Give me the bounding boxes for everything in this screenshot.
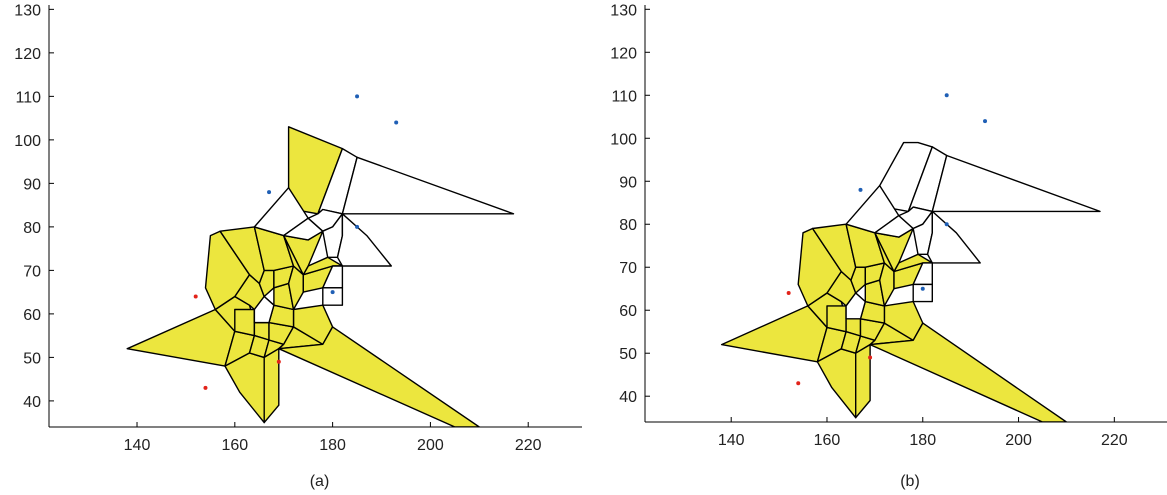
y-tick-label: 120	[14, 46, 41, 63]
y-tick-label: 130	[610, 2, 637, 19]
x-tick-label: 180	[319, 437, 346, 454]
filled-cell-3	[826, 305, 847, 333]
red-point	[796, 381, 801, 386]
y-tick-label: 80	[619, 217, 637, 234]
x-tick-label: 140	[718, 432, 745, 449]
empty-cell-37	[253, 295, 275, 324]
empty-cell-29	[931, 154, 1101, 213]
filled-cell-3	[234, 308, 256, 337]
blue-point	[858, 187, 863, 192]
red-point	[193, 294, 198, 299]
blue-point	[267, 190, 272, 195]
red-point	[276, 359, 281, 364]
voronoi-cells	[720, 141, 1101, 422]
y-tick-label: 100	[14, 133, 41, 150]
blue-point	[944, 222, 949, 227]
blue-point	[355, 94, 360, 99]
y-tick-label: 90	[619, 174, 637, 191]
y-tick-label: 60	[23, 307, 41, 324]
filled-cell-4	[816, 348, 857, 419]
blue-point	[983, 119, 988, 124]
y-tick-label: 120	[610, 45, 637, 62]
y-tick-label: 110	[611, 88, 637, 105]
y-tick-label: 40	[619, 389, 637, 406]
blue-point	[920, 286, 925, 291]
y-tick-label: 90	[23, 176, 41, 193]
y-tick-label: 50	[23, 350, 41, 367]
filled-cell-4	[224, 352, 265, 424]
red-point	[786, 291, 791, 296]
x-tick-label: 200	[417, 437, 444, 454]
y-tick-label: 70	[23, 263, 41, 280]
empty-cell-36	[322, 287, 344, 306]
y-tick-label: 70	[619, 260, 637, 277]
empty-cell-29	[341, 156, 515, 215]
filled-cell-12	[278, 326, 480, 427]
filled-cell-0	[720, 305, 828, 363]
x-tick-label: 220	[1101, 432, 1128, 449]
red-point	[868, 355, 873, 360]
blue-point	[355, 224, 360, 229]
panel-label: (b)	[900, 473, 920, 490]
voronoi-cells	[126, 126, 515, 427]
y-tick-label: 80	[23, 220, 41, 237]
filled-cell-11	[855, 343, 871, 419]
x-tick-label: 180	[909, 432, 936, 449]
filled-cell-12	[869, 322, 1068, 422]
filled-cell-0	[126, 308, 236, 367]
x-tick-label: 220	[515, 437, 542, 454]
empty-cell-34	[336, 213, 392, 267]
y-tick-label: 110	[15, 89, 41, 106]
empty-cell-37	[845, 292, 866, 320]
x-tick-label: 160	[814, 432, 841, 449]
filled-cell-11	[263, 348, 280, 424]
panel-a: 40 50 60 70 80 90 100 110 120 130 140 160 180 200 220 (…	[14, 2, 582, 490]
empty-cell-34	[926, 210, 981, 264]
red-point	[203, 385, 208, 390]
y-tick-label: 40	[23, 394, 41, 411]
x-tick-label: 200	[1005, 432, 1032, 449]
filled-cell-21	[219, 226, 265, 285]
blue-point	[944, 93, 949, 98]
panel-label: (a)	[310, 473, 330, 490]
empty-cell-36	[912, 283, 933, 303]
y-tick-label: 50	[619, 346, 637, 363]
y-tick-label: 100	[610, 131, 637, 148]
x-tick-label: 140	[124, 437, 151, 454]
x-tick-label: 160	[221, 437, 248, 454]
y-tick-label: 130	[14, 2, 41, 19]
blue-point	[394, 120, 399, 125]
filled-cell-21	[811, 223, 857, 281]
y-tick-label: 60	[619, 303, 637, 320]
blue-point	[330, 290, 335, 295]
panel-b: 40 50 60 70 80 90 100 110 120 130 140 160 180 200 220 (…	[610, 2, 1167, 490]
